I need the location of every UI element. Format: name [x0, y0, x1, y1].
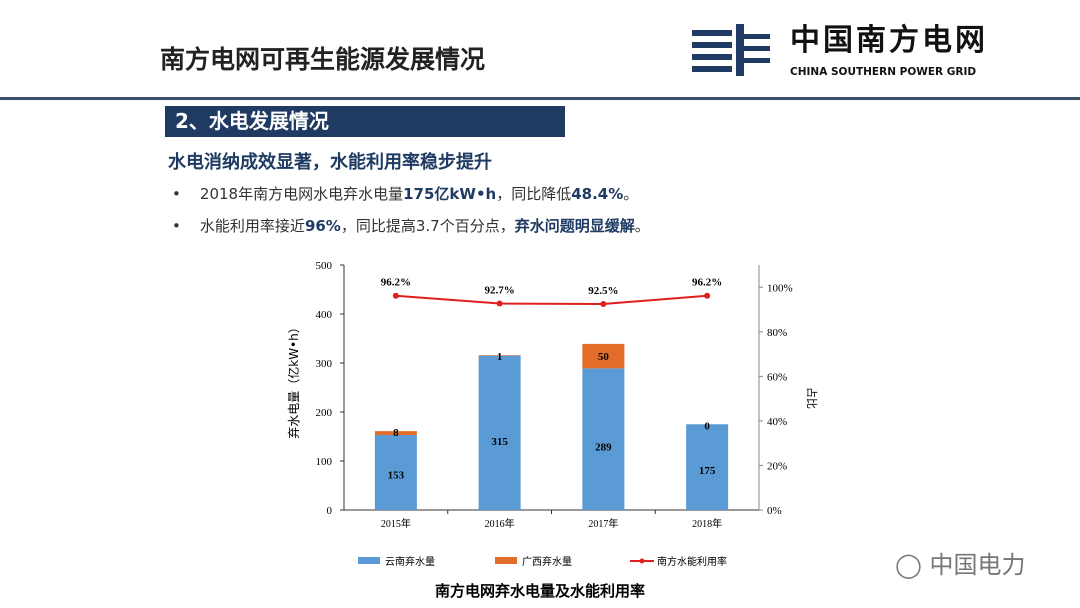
line-label: 96.2% [381, 277, 411, 289]
line-label: 96.2% [692, 277, 722, 289]
bar-yunnan [582, 368, 625, 510]
chart-title: 南方电网弃水电量及水能利用率 [435, 582, 645, 600]
page-title: 南方电网可再生能源发展情况 [160, 45, 486, 74]
bar-label-guangxi: 0 [704, 420, 710, 432]
bar-label-guangxi: 8 [393, 427, 399, 439]
line-point [600, 300, 607, 307]
bar-yunnan [374, 435, 417, 510]
bar-yunnan [478, 355, 521, 510]
bar-label-yunnan: 289 [595, 442, 612, 454]
legend-swatch-point [639, 558, 645, 564]
header-divider [0, 97, 1080, 100]
y-tick-label: 0 [327, 505, 333, 517]
y-tick-label: 500 [316, 260, 333, 272]
logo-text-en: CHINA SOUTHERN POWER GRID [790, 66, 977, 78]
bullet-2: • 水能利用率接近96%，同比提高3.7个百分点，弃水问题明显缓解。 [172, 217, 650, 235]
logo-mark-icon [692, 24, 770, 76]
y2-tick-label: 40% [767, 416, 787, 428]
x-tick-label: 2018年 [692, 517, 722, 530]
line-utilization [395, 294, 708, 305]
bar-guangxi [374, 431, 417, 436]
logo-text-cn: 中国南方电网 [790, 23, 988, 58]
y-tick-label: 400 [316, 309, 333, 321]
line-point [496, 300, 503, 307]
section-title: 2、水电发展情况 [165, 106, 565, 137]
x-tick-label: 2017年 [588, 517, 618, 530]
bar-label-guangxi: 1 [497, 351, 503, 363]
line-point [392, 292, 399, 299]
bar-label-yunnan: 153 [388, 470, 405, 482]
line-label: 92.5% [588, 285, 618, 297]
logo [692, 24, 772, 76]
watermark: ◯ 中国电力 [895, 545, 1026, 580]
line-point [704, 292, 711, 299]
x-tick-label: 2015年 [381, 517, 411, 530]
section-subtitle: 水电消纳成效显著，水能利用率稳步提升 [168, 152, 492, 173]
legend-label: 广西弃水量 [522, 555, 572, 568]
y-tick-label: 100 [316, 456, 333, 468]
bar-label-guangxi: 50 [598, 351, 610, 363]
x-tick-label: 2016年 [485, 517, 515, 530]
y2-tick-label: 100% [767, 282, 793, 294]
bar-label-yunnan: 175 [699, 465, 716, 477]
bar-label-yunnan: 315 [491, 436, 508, 448]
y2-tick-label: 60% [767, 371, 787, 383]
y2-tick-label: 20% [767, 460, 787, 472]
bar-guangxi [582, 343, 625, 369]
y-tick-label: 200 [316, 407, 333, 419]
y-tick-label: 300 [316, 358, 333, 370]
watermark-text: 中国电力 [929, 551, 1026, 579]
legend-swatch-guangxi [495, 557, 517, 564]
legend-label: 云南弃水量 [385, 555, 435, 568]
y2-tick-label: 80% [767, 327, 787, 339]
wechat-icon: ◯ [895, 551, 922, 579]
y-axis-label: 弃水电量（亿kW•h） [286, 321, 301, 439]
legend-swatch-yunnan [358, 557, 380, 564]
bullet-1: • 2018年南方电网水电弃水电量175亿kW•h，同比降低48.4%。 [172, 185, 639, 203]
y2-axis-label: 占比 [805, 387, 819, 409]
y2-tick-label: 0% [767, 505, 782, 517]
line-label: 92.7% [485, 285, 515, 297]
legend-label: 南方水能利用率 [657, 555, 727, 568]
bar-yunnan [686, 424, 729, 510]
